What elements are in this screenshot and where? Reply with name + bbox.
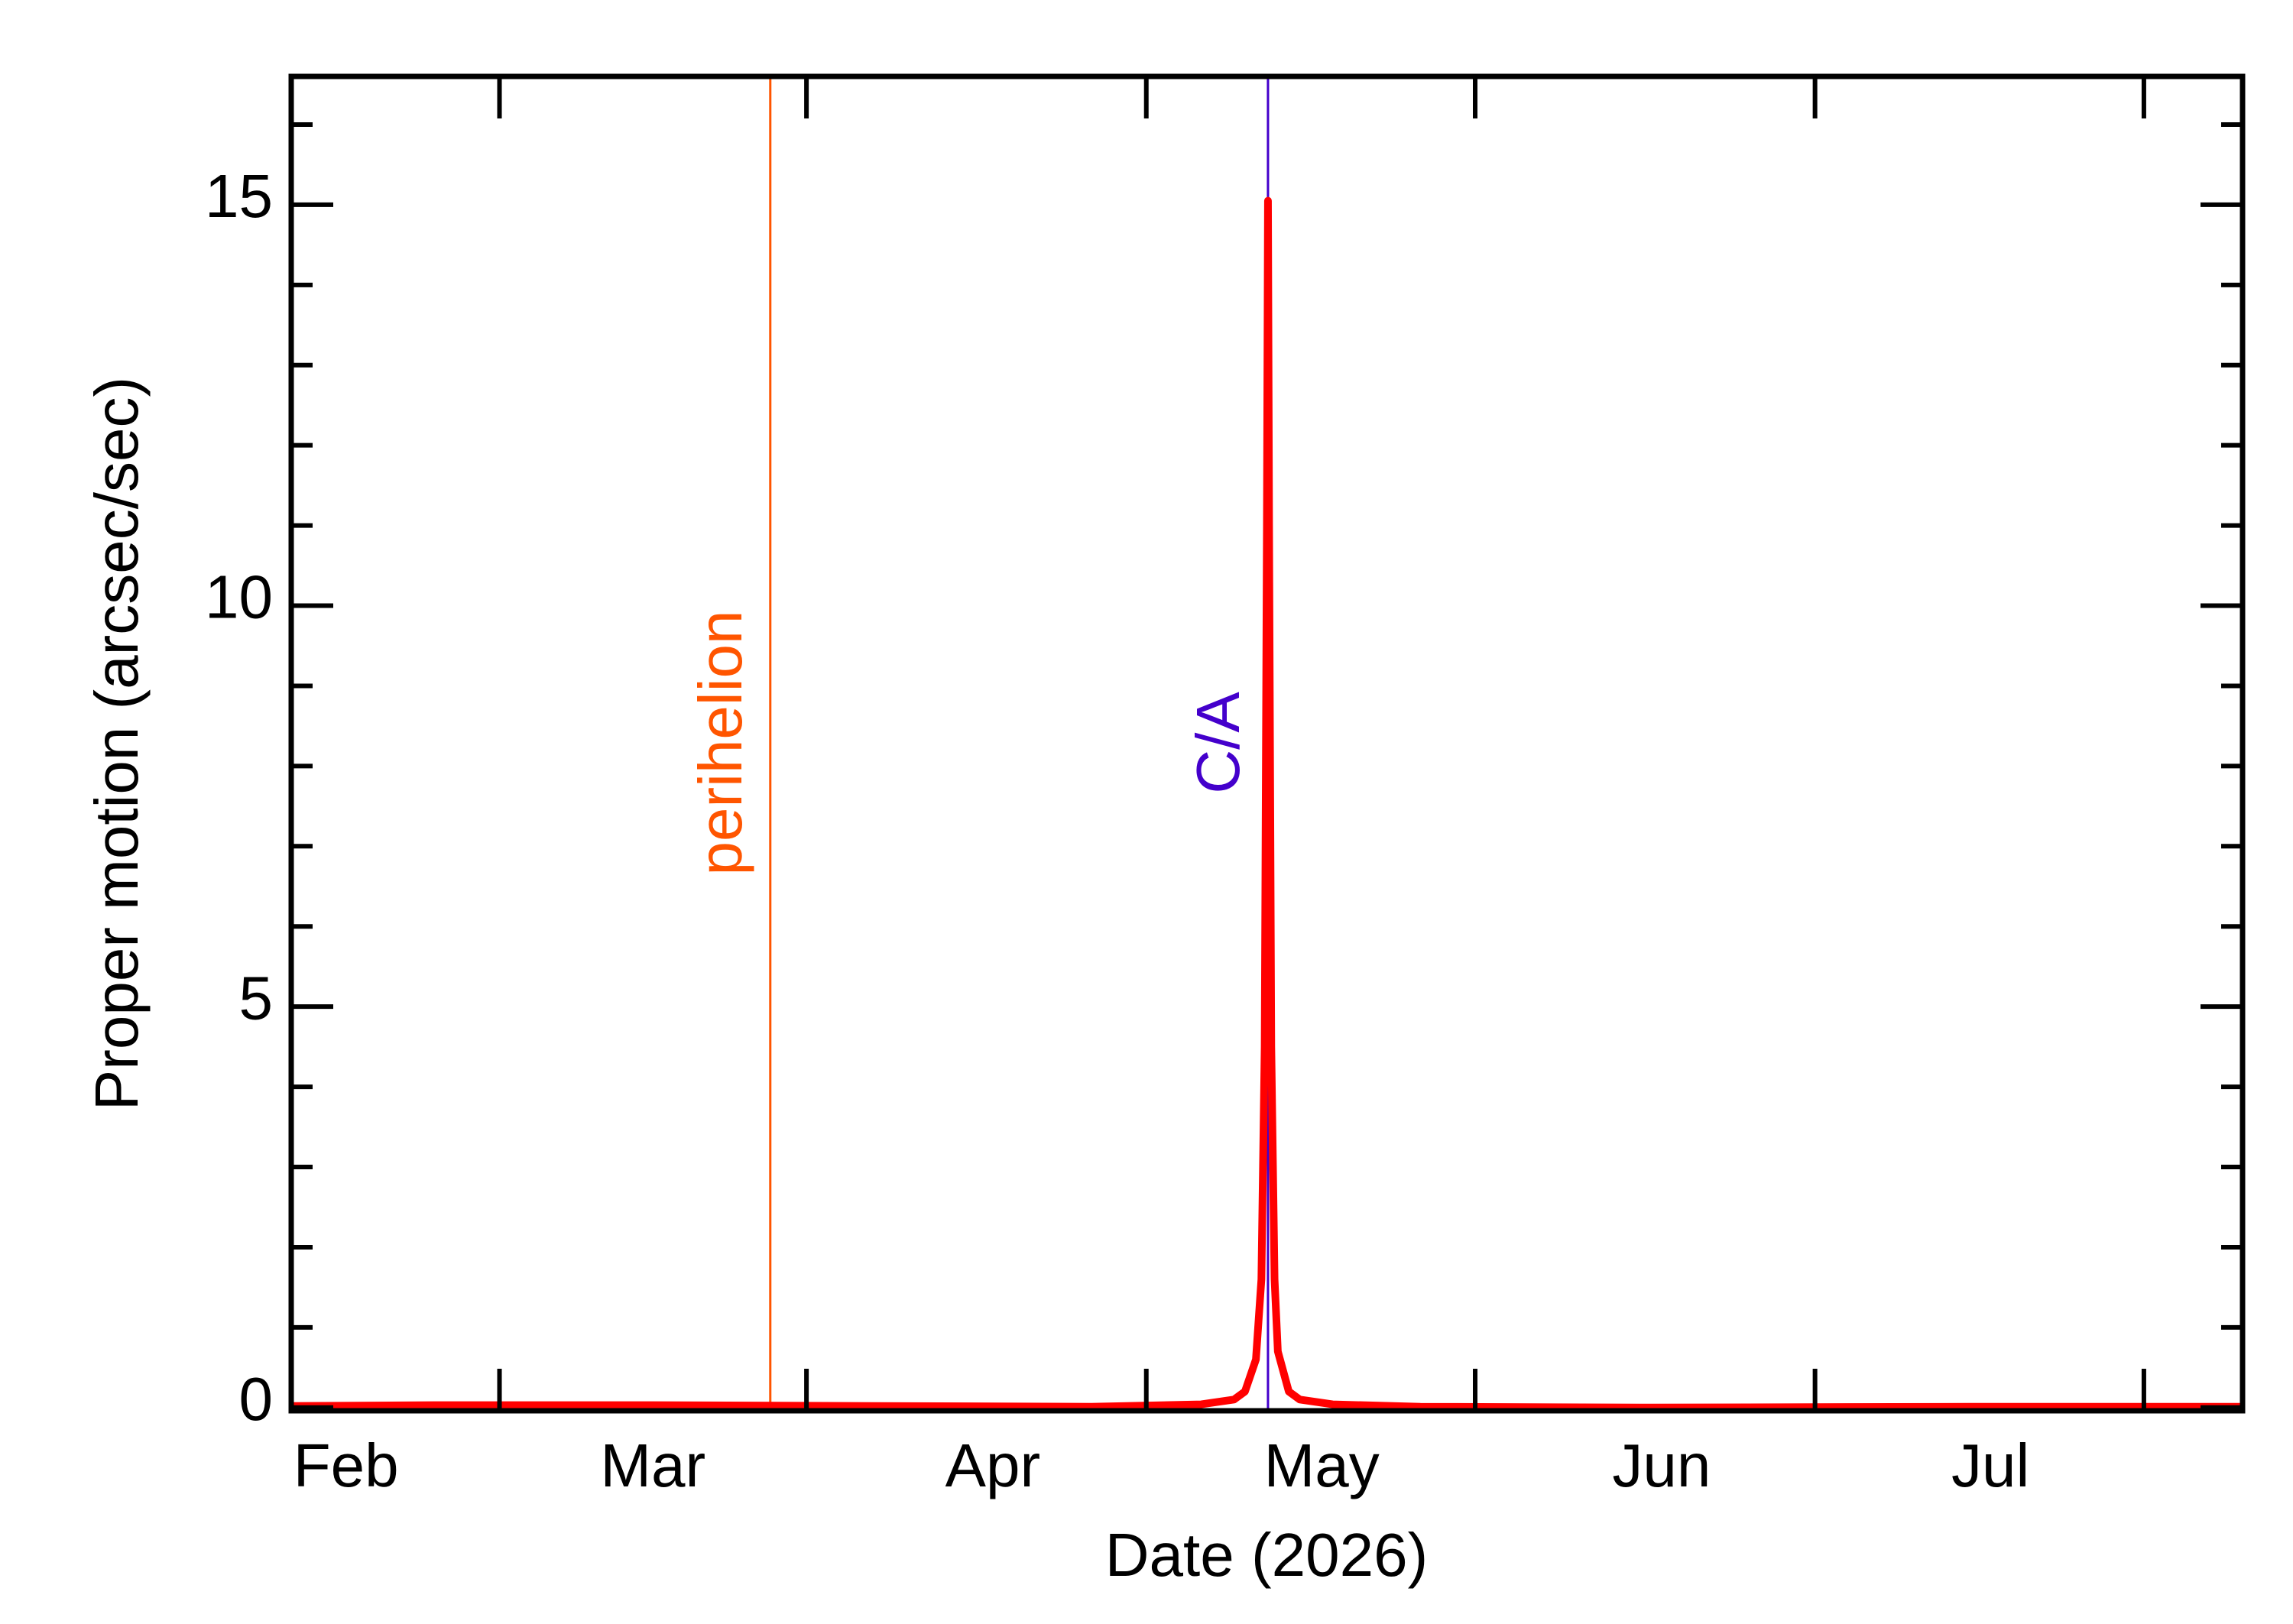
annotation-label: C/A	[1184, 692, 1252, 794]
x-tick-label: May	[1264, 1431, 1380, 1499]
y-tick-label: 0	[239, 1365, 274, 1433]
x-tick-label: Jul	[1951, 1431, 2029, 1499]
x-tick-label: Jun	[1612, 1431, 1711, 1499]
x-tick-label: Mar	[600, 1431, 705, 1499]
data-line	[290, 196, 2243, 1412]
y-axis-title: Proper motion (arcsec/sec)	[83, 377, 151, 1110]
y-tick-label: 5	[239, 964, 274, 1032]
plot-frame	[288, 73, 2246, 1414]
x-tick-label: Feb	[294, 1431, 399, 1499]
annotation-label: perihelion	[686, 611, 754, 876]
x-axis-title: Date (2026)	[1105, 1521, 1428, 1589]
x-tick-label: Apr	[945, 1431, 1041, 1499]
y-tick-label: 10	[205, 563, 273, 631]
y-tick-label: 15	[205, 162, 273, 230]
